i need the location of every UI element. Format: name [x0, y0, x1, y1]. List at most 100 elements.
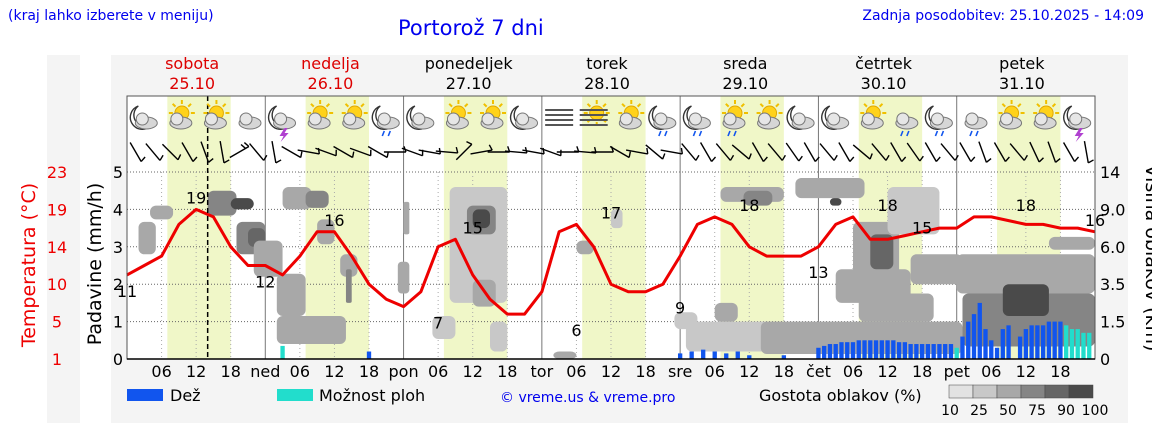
precip-bar: [948, 344, 954, 359]
cloud-height-tick: 0: [1100, 350, 1110, 369]
wind-barb: [978, 141, 992, 163]
wind-barb: [129, 142, 146, 162]
day-name: petek: [999, 54, 1045, 73]
legend-density-swatch: [1044, 384, 1070, 399]
precip-tick: 3: [113, 238, 123, 257]
x-tick-label: 18: [221, 362, 241, 381]
temperature-label: 17: [601, 203, 621, 222]
precip-bar: [1035, 325, 1040, 359]
precip-bar: [885, 340, 890, 359]
x-tick-label: 12: [601, 362, 621, 381]
cloud-mark: [795, 177, 865, 199]
fog-icon: [545, 109, 574, 126]
precip-bar: [839, 342, 844, 359]
temperature-label: 12: [255, 273, 275, 292]
wind-barb: [349, 147, 372, 157]
x-tick-label: 18: [635, 362, 655, 381]
sun-cloud-icon: [1033, 100, 1060, 130]
moon-rain-icon: [648, 105, 677, 137]
precip-bar: [822, 345, 827, 359]
cloud-axis-label: Višina oblakov (km): [1141, 165, 1152, 352]
cloud-mark: [576, 240, 594, 255]
sun-cloud-icon: [756, 100, 783, 130]
credit: © vreme.us & vreme.pro: [500, 390, 675, 406]
cloud-height-tick: 6.0: [1100, 238, 1125, 257]
precip-tick: 2: [113, 275, 123, 294]
wind-barb: [539, 147, 562, 157]
sun-cloud-icon: [203, 100, 230, 130]
x-tick-label: 18: [912, 362, 932, 381]
precip-bar: [1075, 329, 1080, 359]
wind-barb: [470, 144, 493, 155]
x-tick-label: 06: [981, 362, 1001, 381]
moon-rain-icon: [682, 105, 711, 137]
cloud-height-tick: 14: [1100, 163, 1120, 182]
cloud-mark: [207, 190, 237, 216]
precip-bar: [862, 340, 867, 359]
temperature-label: 19: [186, 188, 206, 207]
day-date: 28.10: [584, 74, 630, 93]
cloud-mark: [870, 234, 894, 270]
precip-bar: [833, 344, 838, 359]
legend-density-swatch: [1068, 384, 1094, 399]
moon-cloud-icon: [786, 105, 815, 130]
temperature-label: 15: [463, 218, 483, 237]
precip-bar: [879, 340, 884, 359]
legend-showers-swatch: [277, 389, 313, 401]
legend-density-swatch: [948, 384, 974, 399]
temperature-tick: 1: [52, 350, 62, 369]
temperature-tick: 10: [47, 275, 67, 294]
precip-bar: [735, 351, 740, 359]
sun-cloud-icon: [480, 100, 506, 130]
x-tick-label: 12: [324, 362, 344, 381]
temperature-label: 18: [739, 196, 759, 215]
precip-bar: [902, 342, 908, 359]
legend-density-value: 10: [941, 403, 959, 419]
precip-bar: [1040, 325, 1046, 359]
cloud-mark: [403, 201, 410, 235]
wind-barb: [435, 146, 459, 154]
precip-bar: [1087, 332, 1092, 359]
wind-barb: [181, 142, 198, 162]
temperature-label: 16: [324, 211, 344, 230]
wind-barb: [281, 145, 303, 159]
precip-bar: [960, 336, 965, 359]
temperature-label: 15: [912, 218, 932, 237]
daylight-band: [305, 96, 369, 359]
sun-cloud-icon: [307, 100, 334, 130]
legend-density-swatch: [1020, 384, 1046, 399]
precip-bar: [977, 302, 982, 359]
menu-hint[interactable]: (kraj lahko izberete v meniju): [8, 8, 214, 24]
moon-rain-icon: [924, 105, 953, 137]
wind-barb: [625, 147, 649, 155]
x-tick-label: 06: [151, 362, 171, 381]
precip-bar: [1058, 321, 1063, 359]
temperature-tick: 19: [47, 200, 67, 219]
wind-barb: [681, 143, 700, 161]
sun-cloud-icon: [341, 100, 368, 130]
legend-density-value: 100: [1082, 403, 1109, 419]
x-tick-label: 18: [497, 362, 517, 381]
precip-bar: [971, 314, 977, 359]
cloud-mark: [910, 254, 963, 285]
wind-barb: [1029, 141, 1044, 163]
wind-barb: [315, 147, 337, 157]
precip-bar: [925, 344, 931, 359]
cloud-mark: [829, 198, 842, 206]
precip-axis-label: Padavine (mm/h): [84, 183, 106, 346]
wind-barb: [924, 142, 941, 162]
cloud-mark: [611, 209, 623, 229]
cloud-mark: [276, 315, 346, 345]
precip-tick: 5: [113, 163, 123, 182]
last-update: Zadnja posodobitev: 25.10.2025 - 14:09: [862, 8, 1144, 24]
wind-barb: [645, 144, 666, 160]
cloud-mark: [1048, 236, 1095, 250]
temperature-line: [126, 207, 1096, 316]
wind-barb: [751, 142, 768, 162]
temperature-label: 6: [571, 321, 581, 340]
wind-barb: [609, 145, 632, 159]
wind-barb: [890, 142, 907, 162]
moon-thunder-icon: [267, 105, 297, 142]
